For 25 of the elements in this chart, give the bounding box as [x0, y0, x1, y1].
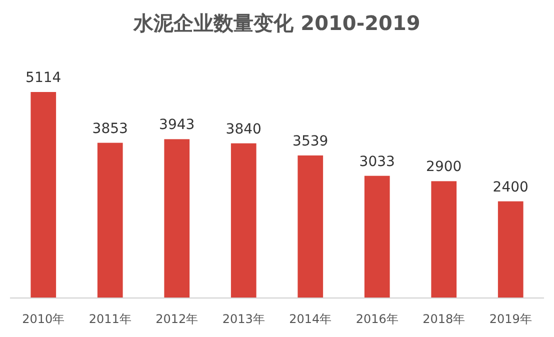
- chart-title: 水泥企业数量变化 2010-2019: [132, 11, 420, 35]
- data-label: 3840: [226, 121, 262, 138]
- x-tick-label: 2018年: [422, 312, 466, 326]
- bar: [364, 176, 390, 298]
- data-label: 3539: [292, 133, 328, 150]
- x-tick-label: 2011年: [88, 312, 132, 326]
- x-tick-label: 2012年: [156, 312, 198, 326]
- x-tick-label: 2010年: [22, 312, 65, 326]
- x-tick-label: 2016年: [356, 312, 398, 326]
- bar: [230, 143, 256, 298]
- data-label: 2400: [492, 179, 528, 196]
- data-label: 3033: [359, 154, 395, 170]
- x-tick-label: 2019年: [489, 312, 532, 326]
- bar: [498, 201, 524, 298]
- bar: [431, 181, 457, 298]
- bar: [30, 92, 56, 298]
- data-label: 2900: [426, 159, 462, 176]
- data-label: 3943: [159, 117, 195, 134]
- x-tick-label: 2014年: [289, 312, 332, 326]
- bar: [97, 142, 123, 298]
- data-label: 3853: [92, 120, 128, 137]
- data-label: 5114: [26, 70, 62, 86]
- bar: [298, 155, 324, 298]
- x-tick-label: 2013年: [222, 312, 265, 326]
- bar: [164, 139, 190, 298]
